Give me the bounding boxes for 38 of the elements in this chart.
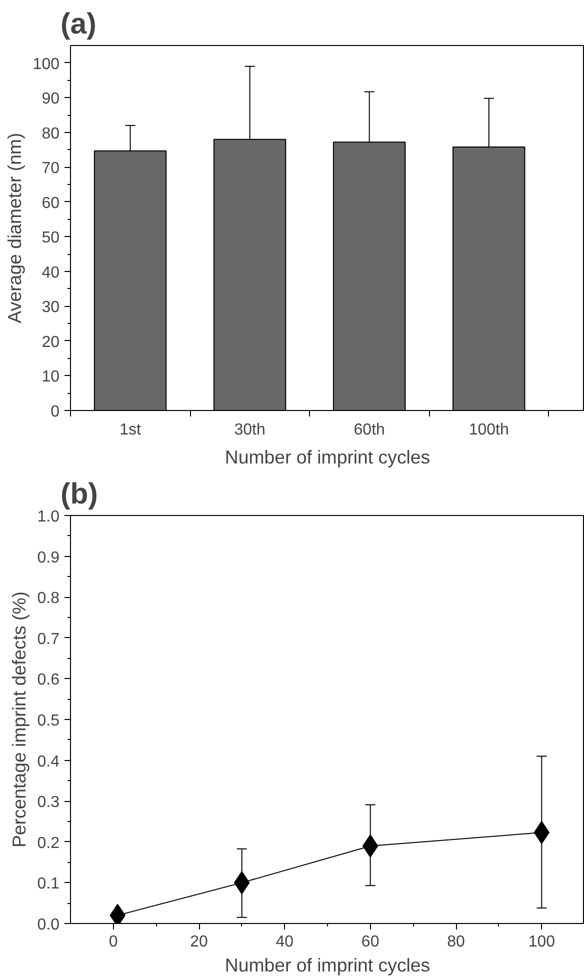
x-tick-label: 1st xyxy=(120,422,142,438)
y-tick-label: 100 xyxy=(32,56,60,73)
y-tick-label: 90 xyxy=(42,90,60,108)
x-tick-label: 100 xyxy=(528,934,556,950)
y-tick-label: 40 xyxy=(42,264,60,282)
x-tick-label: 80 xyxy=(447,934,465,950)
x-tick-label: 60 xyxy=(361,934,380,950)
x-axis-title: Number of imprint cycles xyxy=(224,954,430,976)
y-tick-label: 50 xyxy=(42,230,60,247)
y-tick-label: 0.5 xyxy=(37,712,60,730)
y-tick-label: 10 xyxy=(42,368,60,386)
y-tick-label: 0.0 xyxy=(37,916,60,934)
y-tick-label: 20 xyxy=(42,334,60,351)
y-tick-label: 80 xyxy=(42,125,60,142)
y-tick-label: 30 xyxy=(42,299,60,316)
y-tick-label: 70 xyxy=(42,160,60,178)
x-tick-label: 30th xyxy=(234,422,266,438)
y-tick-label: 1.0 xyxy=(37,508,60,526)
y-tick-label: 0.8 xyxy=(37,590,60,608)
chart-title: (a) xyxy=(60,8,96,40)
y-tick-label: 0.2 xyxy=(37,834,60,852)
y-tick-label: 60 xyxy=(42,194,60,212)
y-tick-label: 0.4 xyxy=(37,753,60,770)
y-tick-label: 0.9 xyxy=(37,549,60,566)
y-axis-title: Percentage imprint defects (%) xyxy=(8,591,30,848)
y-tick-label: 0.3 xyxy=(37,794,60,812)
y-tick-label: 0.6 xyxy=(37,672,60,689)
x-tick-label: 100th xyxy=(468,422,509,438)
chart-title: (b) xyxy=(60,478,98,510)
y-tick-label: 0.1 xyxy=(37,876,60,893)
y-tick-label: 0.7 xyxy=(37,630,60,648)
x-tick-label: 60th xyxy=(354,422,385,438)
x-tick-label: 0 xyxy=(108,934,118,950)
x-tick-label: 20 xyxy=(190,934,208,950)
y-tick-label: 0 xyxy=(50,404,60,420)
x-axis-title: Number of imprint cycles xyxy=(224,446,430,468)
y-axis-title: Average diameter (nm) xyxy=(4,132,25,324)
x-tick-label: 40 xyxy=(276,934,294,950)
